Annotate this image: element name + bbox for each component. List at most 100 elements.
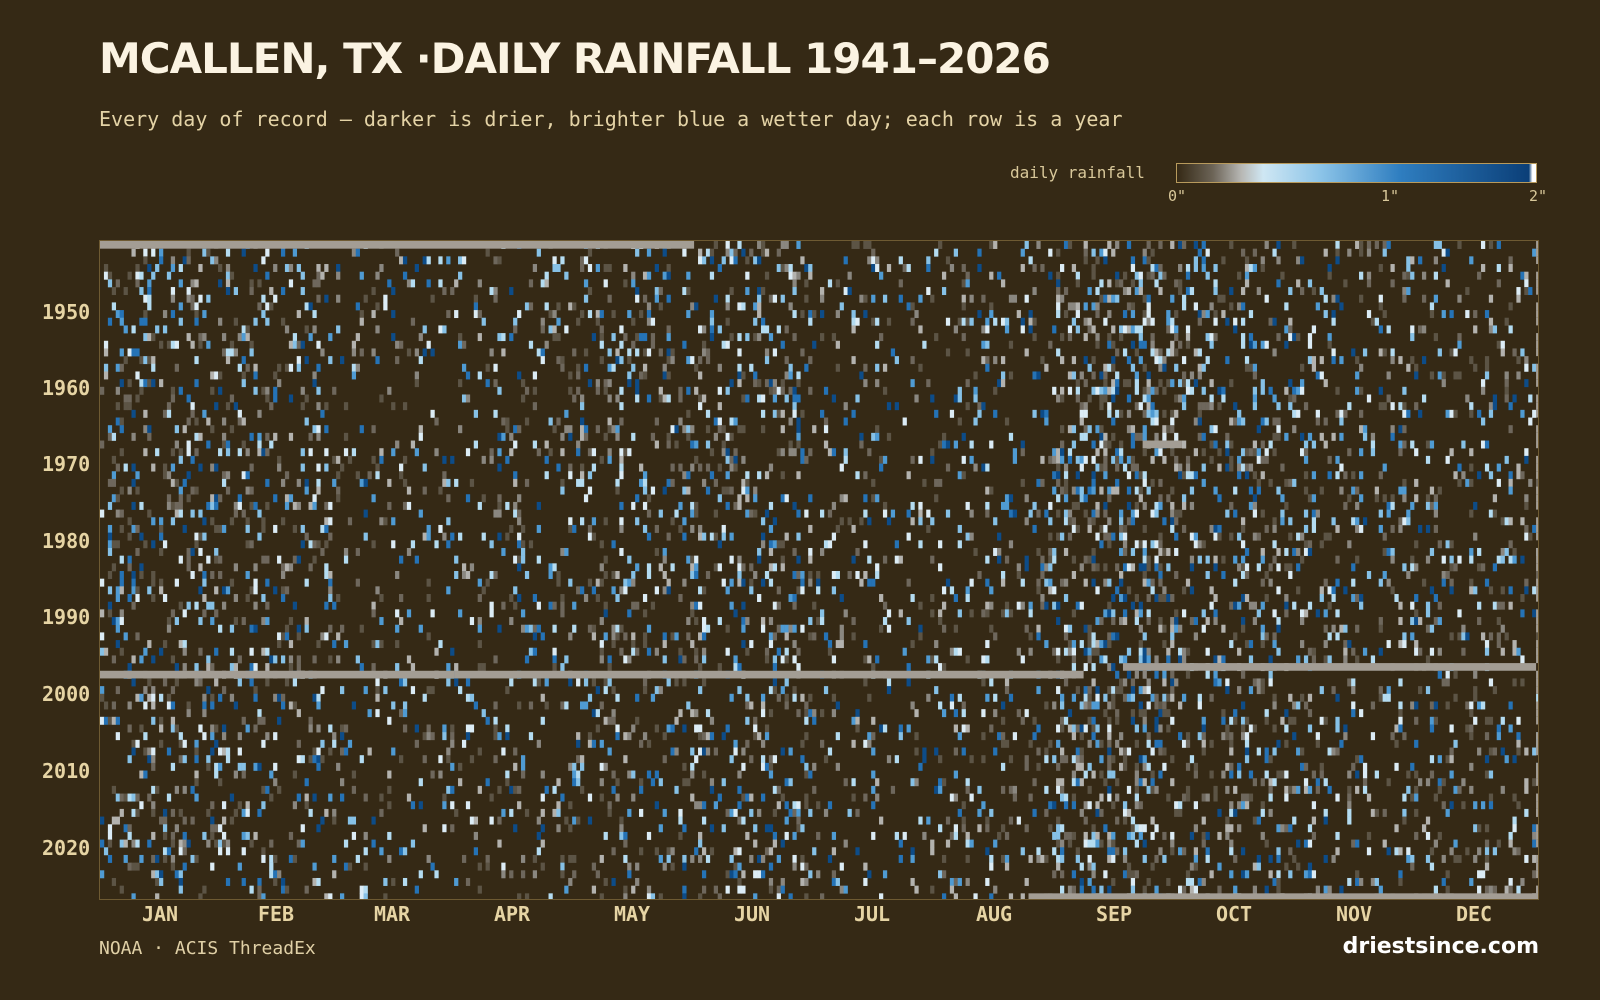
day-cell xyxy=(698,801,703,810)
day-cell xyxy=(764,271,770,280)
day-cell xyxy=(646,310,652,319)
day-cell xyxy=(934,409,939,418)
day-cell xyxy=(1205,793,1210,802)
day-cell xyxy=(552,624,557,633)
day-cell xyxy=(198,724,203,733)
day-cell xyxy=(1233,402,1238,411)
day-cell xyxy=(363,686,368,695)
day-cell xyxy=(143,379,148,388)
day-cell xyxy=(662,755,667,764)
day-cell xyxy=(316,762,321,771)
day-cell xyxy=(1071,555,1077,564)
day-cell xyxy=(776,785,781,794)
day-cell xyxy=(1264,594,1269,602)
day-cell xyxy=(1020,578,1025,587)
day-cell xyxy=(753,724,758,733)
day-cell xyxy=(1056,279,1061,288)
day-cell xyxy=(135,808,140,817)
day-cell xyxy=(1260,340,1265,349)
day-cell xyxy=(343,724,349,733)
day-cell xyxy=(1111,294,1116,303)
day-cell xyxy=(1154,701,1159,710)
day-cell xyxy=(505,501,510,510)
day-cell xyxy=(717,540,722,549)
day-cell xyxy=(269,302,274,311)
day-cell xyxy=(1020,440,1025,449)
day-cell xyxy=(690,640,695,649)
day-cell xyxy=(536,601,541,610)
day-cell xyxy=(1075,271,1080,280)
day-cell xyxy=(1111,432,1116,441)
day-cell xyxy=(1146,271,1151,280)
day-cell xyxy=(886,432,892,441)
day-cell xyxy=(399,709,404,718)
day-cell xyxy=(552,785,557,794)
day-cell xyxy=(560,478,565,487)
day-cell xyxy=(1044,747,1049,756)
day-cell xyxy=(371,609,376,618)
day-cell xyxy=(1107,517,1112,526)
day-cell xyxy=(151,333,156,342)
day-cell xyxy=(764,325,770,334)
day-cell xyxy=(1189,486,1195,495)
day-cell xyxy=(1178,340,1183,349)
day-cell xyxy=(796,571,801,579)
day-cell xyxy=(1496,463,1501,472)
day-cell xyxy=(812,340,817,349)
day-cell xyxy=(1158,578,1163,587)
day-cell xyxy=(1296,586,1301,595)
day-cell xyxy=(1189,617,1195,626)
day-cell xyxy=(642,333,648,342)
day-cell xyxy=(111,287,117,296)
day-cell xyxy=(218,555,223,564)
day-cell xyxy=(847,808,852,817)
day-cell xyxy=(355,471,360,480)
day-cell xyxy=(509,594,514,602)
day-cell xyxy=(1103,563,1108,572)
day-cell xyxy=(332,732,337,741)
day-cell xyxy=(776,801,781,810)
day-cell xyxy=(1205,670,1210,679)
day-cell xyxy=(1469,478,1474,487)
day-cell xyxy=(1484,371,1490,380)
day-cell xyxy=(1414,701,1419,710)
day-cell xyxy=(568,632,573,641)
day-cell xyxy=(434,647,439,656)
day-cell xyxy=(107,478,113,487)
day-cell xyxy=(709,310,715,319)
day-cell xyxy=(859,371,864,380)
day-cell xyxy=(115,617,120,626)
day-cell xyxy=(170,501,176,510)
day-cell xyxy=(709,532,715,541)
day-cell xyxy=(627,578,632,587)
day-cell xyxy=(757,394,762,403)
day-cell xyxy=(682,425,687,434)
day-cell xyxy=(316,402,321,411)
day-cell xyxy=(737,379,742,388)
day-cell xyxy=(135,264,140,272)
day-cell xyxy=(139,724,144,733)
day-cell xyxy=(119,578,124,587)
day-cell xyxy=(1071,486,1077,495)
day-cell xyxy=(1418,524,1423,533)
day-cell xyxy=(1201,624,1206,633)
day-cell xyxy=(1197,402,1202,411)
day-cell xyxy=(1370,701,1376,710)
day-cell xyxy=(831,501,837,510)
day-cell xyxy=(564,271,569,280)
day-cell xyxy=(166,471,172,480)
day-cell xyxy=(229,348,235,357)
day-cell xyxy=(792,655,797,664)
day-cell xyxy=(1146,256,1151,265)
day-cell xyxy=(1221,555,1226,564)
day-cell xyxy=(170,655,176,664)
day-cell xyxy=(1158,624,1163,633)
day-cell xyxy=(1103,248,1108,257)
day-cell xyxy=(1130,310,1136,319)
day-cell xyxy=(568,463,573,472)
day-cell xyxy=(780,294,785,303)
day-cell xyxy=(1512,647,1517,656)
day-cell xyxy=(1174,325,1179,334)
day-cell xyxy=(1264,294,1269,303)
day-cell xyxy=(1170,755,1175,764)
